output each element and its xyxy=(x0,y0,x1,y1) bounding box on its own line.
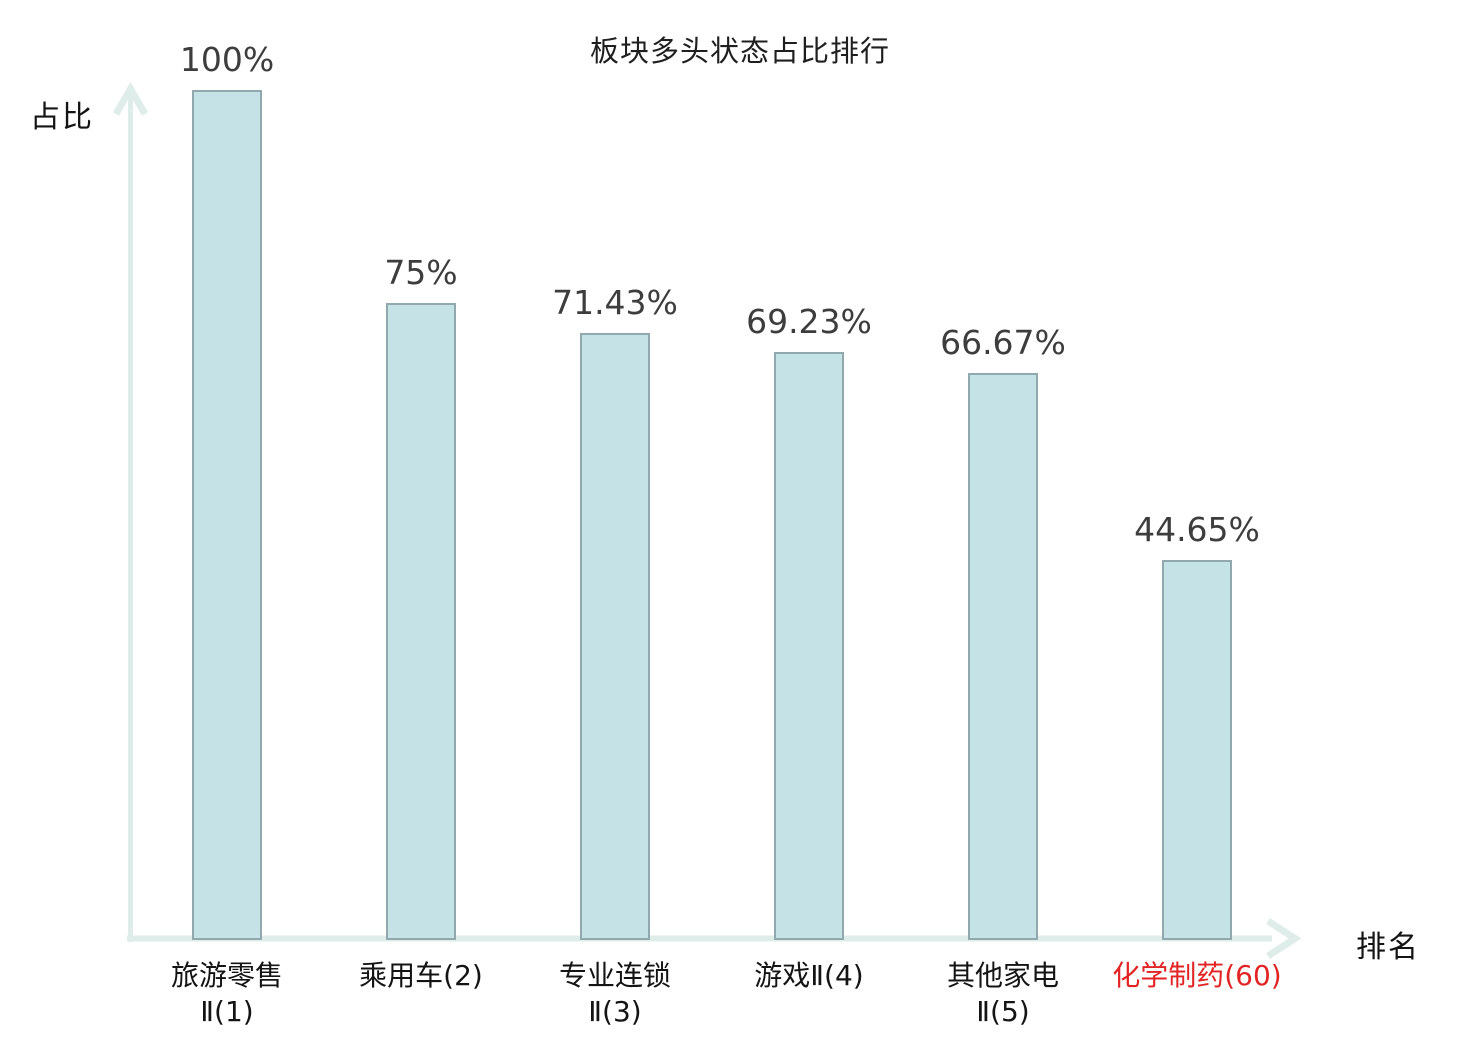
x-tick-label-line: Ⅱ(1) xyxy=(200,995,254,1028)
x-tick-label-line: 乘用车(2) xyxy=(359,959,483,992)
x-tick-label-line: 其他家电 xyxy=(946,959,1059,992)
x-tick-label: 乘用车(2) xyxy=(291,958,551,994)
x-tick-label: 游戏Ⅱ(4) xyxy=(679,958,939,994)
x-axis-arrowhead xyxy=(1266,918,1302,959)
x-tick-label-line: 化学制药(60) xyxy=(1112,959,1282,992)
x-tick-label: 其他家电 Ⅱ(5) xyxy=(873,958,1133,1030)
bar xyxy=(968,373,1038,940)
x-axis-label: 排名 xyxy=(1356,930,1420,965)
bar xyxy=(580,332,650,940)
x-tick-label-line: 专业连锁 xyxy=(558,959,671,992)
bar xyxy=(1162,560,1232,940)
bar xyxy=(774,351,844,940)
x-tick-label-line: 游戏Ⅱ(4) xyxy=(754,959,864,992)
y-axis-label: 占比 xyxy=(30,100,94,135)
x-tick-label: 旅游零售 Ⅱ(1) xyxy=(97,958,357,1030)
bar-value-label: 71.43% xyxy=(552,282,678,322)
bar-value-label: 100% xyxy=(179,40,275,79)
x-tick-label: 化学制药(60) xyxy=(1067,958,1327,994)
x-tick-label-line: Ⅱ(3) xyxy=(588,995,642,1028)
x-tick-label: 专业连锁 Ⅱ(3) xyxy=(485,958,745,1030)
bar-value-label: 66.67% xyxy=(940,323,1066,363)
bar-value-label: 44.65% xyxy=(1134,510,1260,550)
bar xyxy=(386,302,456,940)
chart-title: 板块多头状态占比排行 xyxy=(589,34,890,68)
x-tick-label-line: 旅游零售 xyxy=(170,959,283,992)
bar-value-label: 69.23% xyxy=(746,301,872,341)
y-axis-arrowhead xyxy=(112,82,149,116)
bar-value-label: 75% xyxy=(384,252,458,292)
bar xyxy=(192,90,262,940)
x-tick-label-line: Ⅱ(5) xyxy=(976,995,1030,1028)
